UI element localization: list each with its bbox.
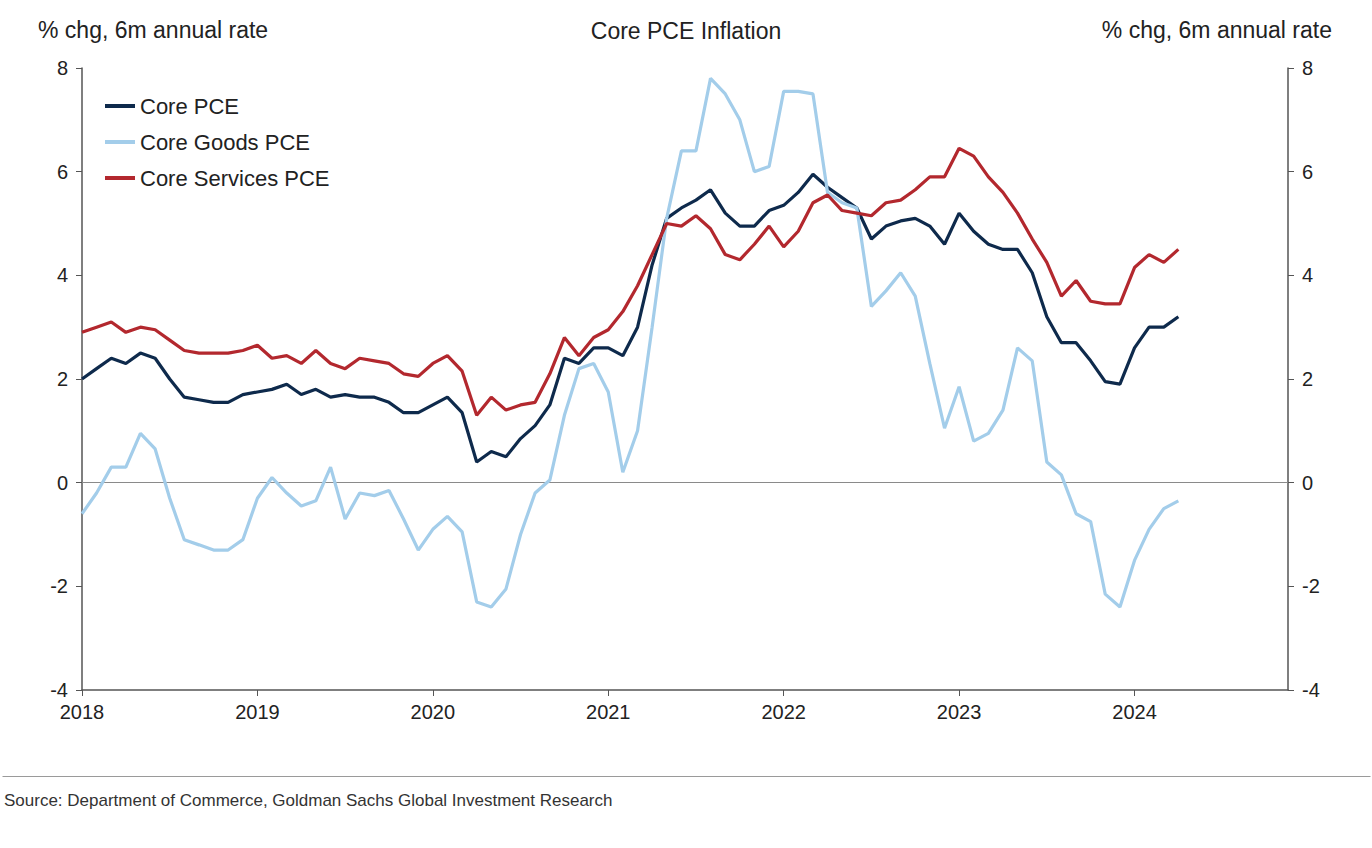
- svg-text:2023: 2023: [937, 701, 982, 723]
- svg-text:2022: 2022: [761, 701, 806, 723]
- svg-text:0: 0: [57, 472, 68, 494]
- svg-text:6: 6: [57, 161, 68, 183]
- svg-text:-4: -4: [1302, 679, 1320, 701]
- svg-text:2: 2: [57, 368, 68, 390]
- svg-text:4: 4: [1302, 264, 1313, 286]
- svg-text:2019: 2019: [235, 701, 280, 723]
- svg-text:2: 2: [1302, 368, 1313, 390]
- svg-text:Source: Department of Commerce: Source: Department of Commerce, Goldman …: [4, 791, 613, 810]
- svg-text:% chg, 6m annual rate: % chg, 6m annual rate: [38, 17, 268, 43]
- svg-text:6: 6: [1302, 161, 1313, 183]
- svg-text:Core Goods PCE: Core Goods PCE: [140, 130, 310, 155]
- svg-text:2024: 2024: [1112, 701, 1157, 723]
- svg-text:% chg, 6m annual rate: % chg, 6m annual rate: [1102, 17, 1332, 43]
- svg-text:-4: -4: [50, 679, 68, 701]
- svg-text:Core Services PCE: Core Services PCE: [140, 166, 330, 191]
- svg-text:Core PCE Inflation: Core PCE Inflation: [591, 18, 781, 44]
- svg-text:-2: -2: [50, 575, 68, 597]
- svg-text:4: 4: [57, 264, 68, 286]
- svg-text:0: 0: [1302, 472, 1313, 494]
- svg-text:2020: 2020: [411, 701, 456, 723]
- svg-text:2018: 2018: [60, 701, 105, 723]
- svg-text:8: 8: [57, 57, 68, 79]
- svg-text:2021: 2021: [586, 701, 631, 723]
- svg-text:Core PCE: Core PCE: [140, 94, 239, 119]
- svg-text:8: 8: [1302, 57, 1313, 79]
- svg-text:-2: -2: [1302, 575, 1320, 597]
